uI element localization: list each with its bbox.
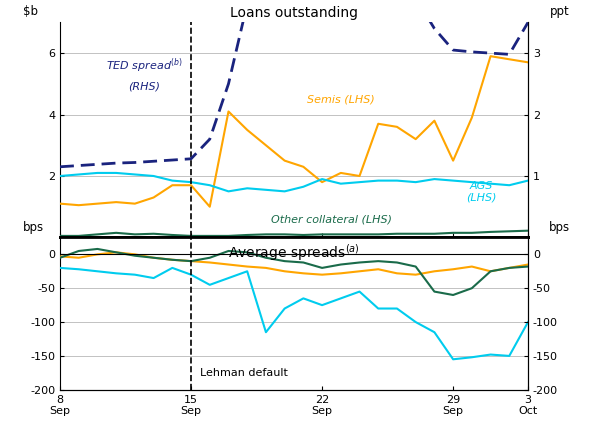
- Text: bps: bps: [23, 221, 44, 234]
- Text: $b: $b: [23, 5, 38, 18]
- Text: Lehman default: Lehman default: [200, 368, 288, 378]
- Text: ppt: ppt: [550, 5, 570, 18]
- Text: Other collateral (LHS): Other collateral (LHS): [271, 214, 392, 224]
- Text: bps: bps: [549, 221, 570, 234]
- Text: Average spreads$^{(a)}$: Average spreads$^{(a)}$: [228, 242, 360, 263]
- Text: AGS
(LHS): AGS (LHS): [466, 181, 496, 202]
- Text: (RHS): (RHS): [128, 82, 160, 92]
- Text: TED spread$^{(b)}$: TED spread$^{(b)}$: [106, 56, 182, 75]
- Text: Semis (LHS): Semis (LHS): [307, 94, 374, 104]
- Title: Loans outstanding: Loans outstanding: [230, 6, 358, 20]
